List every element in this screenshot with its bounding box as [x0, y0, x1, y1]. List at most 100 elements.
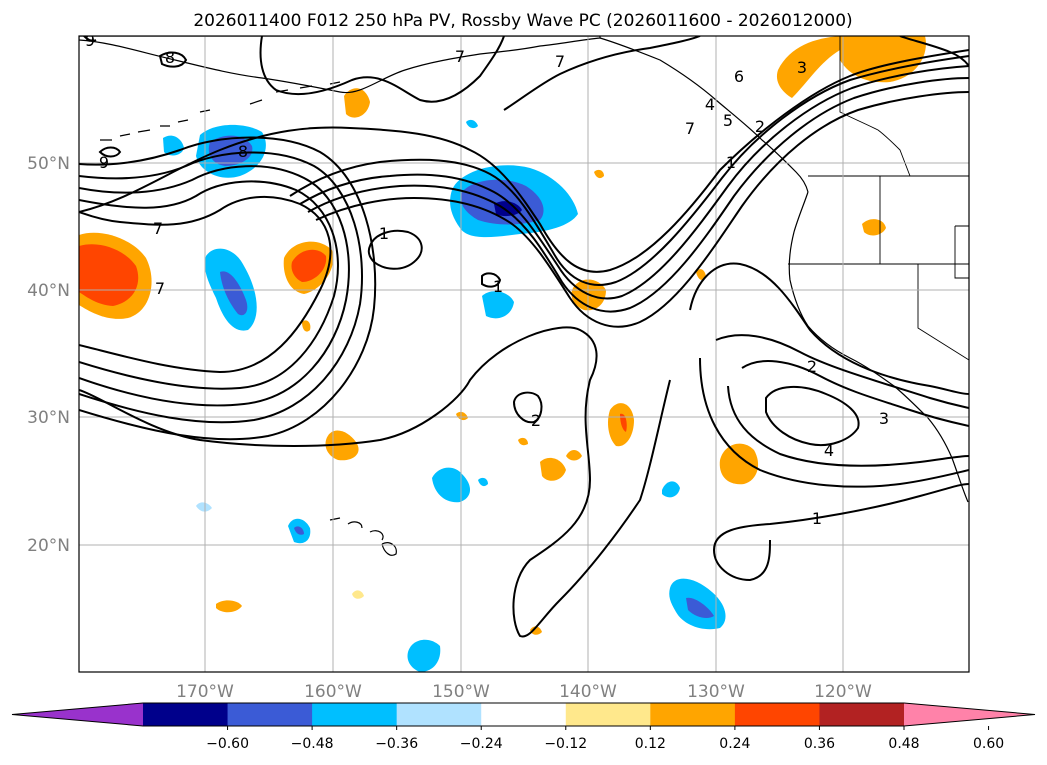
pv-negative-anomaly-small [478, 477, 488, 487]
colorbar-extend-high [904, 703, 1035, 726]
contour-label: 4 [824, 441, 834, 460]
pv-deep-negative-core [494, 201, 522, 217]
colorbar-tick-label: −0.60 [206, 736, 249, 752]
contour-label: 6 [734, 67, 744, 86]
contour-label: 8 [238, 142, 248, 161]
colorbar-segment [227, 703, 313, 726]
gridlines [79, 36, 969, 672]
pv-contour [899, 36, 969, 67]
colorbar-extend-low [12, 703, 143, 726]
pv-contour [315, 91, 969, 328]
pv-contour [79, 49, 969, 273]
pv-contour [713, 539, 771, 582]
colorbar-segment [143, 703, 229, 726]
contour-labels: 9 8 7 7 6 5 4 3 2 1 7 1 7 2 2 3 4 1 9 8 [85, 31, 889, 528]
california-nevada-border [917, 264, 969, 361]
colorbar-tick-label: −0.24 [460, 736, 503, 752]
colorbar-segment [565, 703, 651, 726]
pv-contour [367, 229, 423, 270]
contour-label: 3 [797, 58, 807, 77]
contour-label: 9 [99, 153, 109, 172]
colorbar-segment [734, 703, 820, 726]
lat-label-30n: 30°N [27, 408, 70, 428]
colorbar-tick-label: 0.24 [719, 736, 750, 752]
map-panel: 9 8 7 7 6 5 4 3 2 1 7 1 7 2 2 3 4 1 9 8 [78, 31, 970, 673]
contour-label: 7 [153, 219, 163, 238]
us-west-coastline [788, 191, 969, 503]
longitude-labels: 170°W 160°W 150°W 140°W 130°W 120°W [176, 682, 872, 702]
contour-label: 4 [705, 95, 715, 114]
colorbar-segment [650, 703, 736, 726]
lon-label-120w: 120°W [814, 682, 872, 702]
contour-label: 7 [155, 279, 165, 298]
pv-positive-anomaly [776, 36, 840, 98]
pv-positive-anomaly [540, 457, 566, 481]
pv-positive-anomaly [344, 88, 370, 118]
colorbar-segment [396, 703, 482, 726]
colorbar-segment [312, 703, 398, 726]
idaho-border [954, 225, 969, 279]
pv-contour [259, 36, 505, 103]
lat-label-20n: 20°N [27, 536, 70, 556]
pv-positive-anomaly-small [696, 269, 706, 280]
pv-contour [79, 165, 350, 407]
pv-negative-anomaly-small [466, 119, 478, 129]
coastlines [79, 36, 969, 556]
pv-strong-negative-core [220, 271, 248, 316]
contour-label: 7 [455, 47, 465, 66]
pv-contour [299, 65, 969, 300]
pv-contour [689, 262, 969, 395]
colorbar: −0.60 −0.48 −0.36 −0.24 −0.12 0.12 0.24 0.36 0.4… [11, 702, 1036, 752]
pv-strong-negative-core [686, 597, 714, 618]
pv-contour [79, 326, 671, 638]
colorbar-tick-label: −0.48 [291, 736, 334, 752]
colorbar-segment [481, 703, 567, 726]
contour-label: 1 [812, 509, 822, 528]
pv-strong-positive-core [620, 413, 627, 432]
pv-contour [741, 360, 969, 427]
political-borders [788, 36, 969, 361]
pv-positive-anomaly-small [594, 169, 604, 179]
pv-contour [699, 357, 969, 488]
lat-label-40n: 40°N [27, 281, 70, 301]
lon-label-170w: 170°W [176, 682, 234, 702]
pv-contour [503, 36, 701, 111]
hawaii-islands [329, 517, 397, 556]
pv-strong-positive-core [79, 244, 139, 306]
pv-positive-anomaly [216, 600, 242, 613]
pv-contour [307, 77, 969, 313]
pv-contours [79, 36, 969, 638]
colorbar-segment [819, 703, 905, 726]
contour-label: 8 [165, 48, 175, 67]
contour-label: 9 [85, 31, 95, 50]
contour-label: 7 [555, 52, 565, 71]
pv-positive-anomaly-small [302, 320, 311, 332]
lon-label-130w: 130°W [687, 682, 745, 702]
pv-contour [512, 391, 543, 424]
pv-positive-anomaly [719, 443, 759, 485]
colorbar-tick-label: 0.48 [888, 736, 919, 752]
pv-contour [715, 334, 969, 409]
lat-label-50n: 50°N [27, 154, 70, 174]
colorbar-tick-label: −0.12 [544, 736, 587, 752]
lon-label-140w: 140°W [559, 682, 617, 702]
lon-label-150w: 150°W [432, 682, 490, 702]
alaska-canada-border [839, 36, 911, 177]
colorbar-tick-label: 0.12 [635, 736, 666, 752]
colorbar-tick-label: 0.60 [973, 736, 1004, 752]
contour-label: 1 [726, 153, 736, 172]
bc-coastline [599, 37, 809, 193]
lon-label-160w: 160°W [304, 682, 362, 702]
pv-strong-negative-core [294, 526, 304, 535]
pv-negative-anomaly [482, 291, 514, 319]
contour-label: 2 [807, 357, 817, 376]
pv-contour [158, 51, 188, 68]
contour-label: 2 [531, 411, 541, 430]
pv-contour [727, 385, 969, 467]
pv-contour [481, 272, 502, 288]
contour-label: 5 [723, 111, 733, 130]
colorbar-tick-label: −0.36 [375, 736, 418, 752]
colorbar-tick-label: 0.36 [804, 736, 835, 752]
contour-label: 1 [493, 277, 503, 296]
contour-label: 3 [879, 409, 889, 428]
